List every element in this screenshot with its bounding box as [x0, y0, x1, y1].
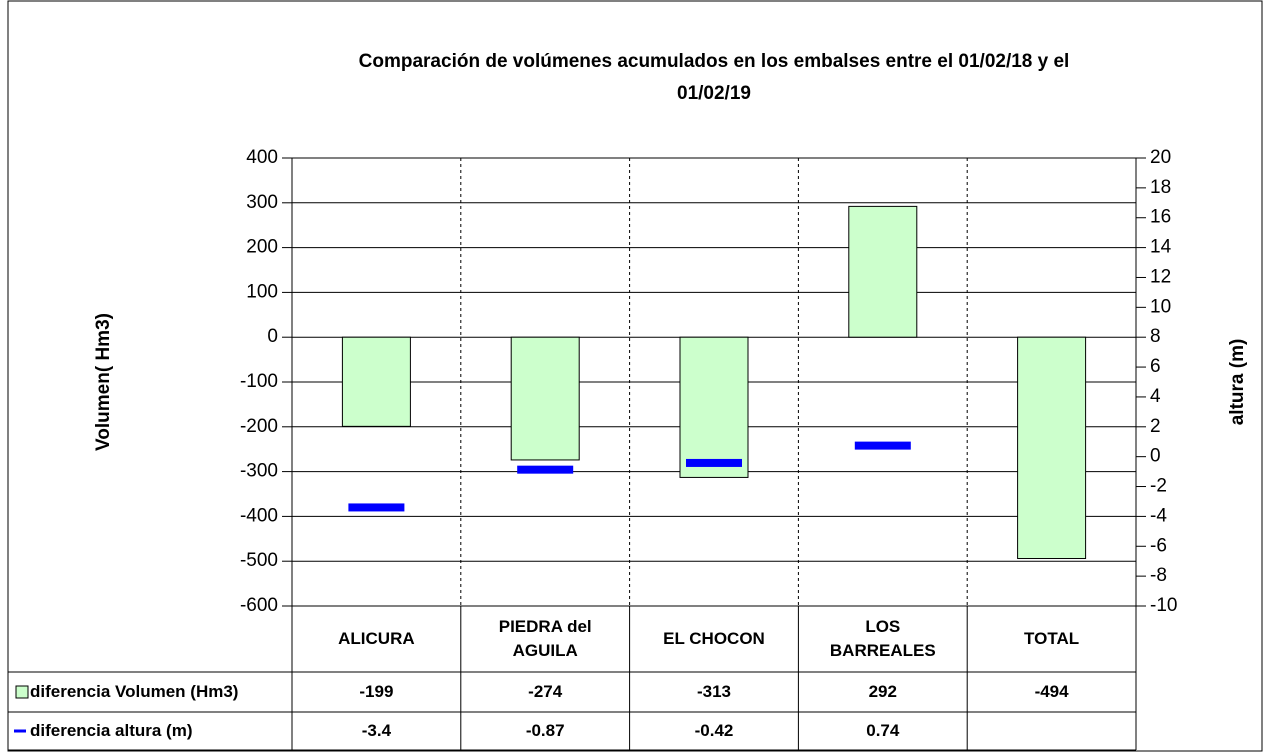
- y2-tick-label: -8: [1150, 565, 1167, 586]
- y2-axis-title: altura (m): [1227, 339, 1248, 426]
- bar: [341, 336, 411, 427]
- y2-tick-label: 12: [1150, 266, 1171, 287]
- legend-key: [15, 685, 29, 699]
- y-tick-label: 300: [246, 192, 278, 213]
- y2-tick-label: 16: [1150, 207, 1171, 228]
- y-tick-label: -400: [240, 505, 278, 526]
- bar: [1017, 336, 1087, 560]
- y-tick-label: 400: [246, 147, 278, 168]
- data-table-value: -313: [696, 682, 731, 701]
- data-table-value: -274: [528, 682, 563, 701]
- y2-tick-label: 2: [1150, 416, 1161, 437]
- legend-label: diferencia Volumen (Hm3): [30, 682, 239, 701]
- y2-tick-label: 8: [1150, 326, 1161, 347]
- bar: [848, 205, 918, 338]
- data-table-value: -0.42: [694, 721, 734, 740]
- data-table-value: -0.87: [525, 721, 565, 740]
- y-tick-label: 100: [246, 281, 278, 302]
- x-tick-label: TOTAL: [1024, 629, 1080, 648]
- data-table-value: -3.4: [361, 721, 392, 740]
- y2-tick-label: -4: [1150, 505, 1167, 526]
- y2-tick-label: 6: [1150, 356, 1161, 377]
- y-tick-label: -100: [240, 371, 278, 392]
- y-tick-label: -300: [240, 461, 278, 482]
- y2-tick-label: 0: [1150, 446, 1161, 467]
- y-axis-title: Volumen( Hm3): [93, 313, 114, 451]
- chart-title: 01/02/19: [677, 83, 751, 104]
- x-tick-label: LOS BARREALES: [829, 617, 936, 660]
- height-marker: [517, 465, 574, 474]
- y2-tick-label: 14: [1150, 237, 1172, 258]
- y2-tick-label: 10: [1150, 296, 1171, 317]
- y-tick-label: -200: [240, 416, 278, 437]
- data-table-value: -199: [359, 682, 394, 701]
- chart-border: [7, 0, 1263, 752]
- legend-label: diferencia altura (m): [30, 721, 193, 740]
- bar: [679, 336, 749, 478]
- y-tick-label: 200: [246, 237, 278, 258]
- data-table-value: -494: [1034, 682, 1069, 701]
- x-tick-label: ALICURA: [338, 629, 415, 648]
- y2-tick-label: 4: [1150, 386, 1161, 407]
- chart-title: Comparación de volúmenes acumulados en l…: [359, 51, 1070, 72]
- y2-tick-label: -6: [1150, 535, 1167, 556]
- y2-tick-label: 18: [1150, 177, 1171, 198]
- height-marker: [854, 441, 911, 450]
- data-table-value: 0.74: [866, 721, 900, 740]
- y2-tick-label: -2: [1150, 476, 1167, 497]
- x-tick-label: PIEDRA del AGUILA: [498, 617, 592, 660]
- bar: [510, 336, 580, 461]
- y2-tick-label: 20: [1150, 147, 1171, 168]
- y2-tick-label: -10: [1150, 595, 1177, 616]
- y-tick-label: 0: [267, 326, 278, 347]
- y-tick-label: -600: [240, 595, 278, 616]
- data-table-value: 292: [868, 682, 897, 701]
- height-marker: [686, 458, 742, 467]
- height-marker: [348, 503, 405, 512]
- y-tick-label: -500: [240, 550, 278, 571]
- x-tick-label: EL CHOCON: [663, 629, 765, 648]
